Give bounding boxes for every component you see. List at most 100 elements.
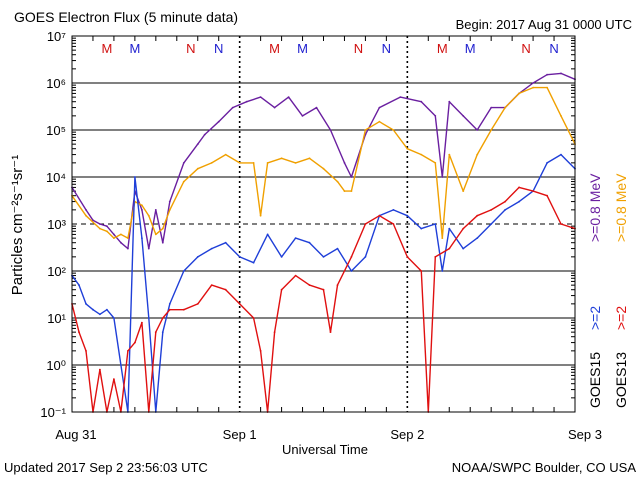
series-point [329,129,332,131]
series-point [141,204,143,207]
series-point [120,364,122,366]
series-point [182,180,185,183]
series-point [434,115,437,117]
series-point [134,341,136,344]
series-point [420,100,423,103]
series-point [217,120,220,123]
series-point [141,321,143,324]
series-point [106,225,108,228]
series-point [560,115,562,117]
marker-label: N [214,41,223,56]
series-point [294,237,297,240]
series-point [560,72,562,75]
series-point [106,230,108,233]
series-point [441,176,444,178]
series-point [210,247,213,250]
series-point [113,237,115,240]
legend-satellite: GOES13 [613,352,629,408]
series-point [476,129,479,131]
series-point [532,190,534,193]
series-point [287,96,290,98]
series-point [203,133,206,136]
series-point [168,209,171,211]
series-point [448,227,451,230]
series-point [161,317,164,319]
series-point [392,223,395,225]
series-point [399,96,402,98]
series-point [252,317,255,319]
series-point [392,209,395,211]
series-point [294,162,297,164]
series-point [78,284,80,286]
series-point [462,247,465,250]
series-point [308,157,311,160]
plot-frame [71,35,576,413]
y-tick-label: 10⁰ [46,358,66,373]
series-point [350,256,353,258]
series-point [92,219,94,222]
marker-label: N [382,41,391,56]
series-layer [71,72,576,413]
series-point [476,153,479,156]
series-point [343,162,346,164]
series-point [224,153,227,156]
legend-column: GOES15 >=2 >=0.8 MeV [587,173,603,408]
plot-area [72,36,575,412]
series-point [504,106,506,109]
series-point [518,92,520,95]
series-point [350,190,353,193]
series-point [273,331,276,333]
series-point [99,227,101,230]
series-point [364,129,367,131]
series-point [99,313,101,316]
series-point [259,214,262,217]
series-point [476,237,479,240]
series-point [294,274,297,277]
series-point [490,129,493,131]
series-point [266,233,269,236]
marker-label: M [297,41,308,56]
marker-label: N [354,41,363,56]
series-point [113,317,115,319]
series-line [71,72,576,250]
series-point [518,186,520,189]
series-point [364,256,367,258]
series-point [161,331,164,333]
chart-title: GOES Electron Flux (5 minute data) [14,9,238,25]
series-point [120,241,122,244]
series-point [336,247,339,250]
series-point [490,209,493,211]
series-point [420,227,423,230]
y-tick-label: 10⁶ [46,76,66,91]
series-point [329,331,332,333]
series-point [434,223,437,225]
series-point [420,153,423,156]
series-point [99,223,101,225]
series-point [196,167,199,170]
series-point [259,96,262,98]
legend-2mev: >=2 [613,306,629,330]
series-point [448,247,451,250]
credit: NOAA/SWPC Boulder, CO USA [452,460,637,475]
x-tick-label: Sep 3 [568,427,602,442]
series-point [378,106,381,109]
series-point [504,209,506,211]
series-point [546,194,548,197]
series-point [78,331,80,333]
series-point [154,209,157,211]
series-point [280,157,283,160]
y-tick-label: 10² [47,264,66,279]
x-tick-label: Sep 1 [223,427,257,442]
series-point [546,162,548,164]
series-point [441,237,444,240]
series-point [350,176,353,178]
series-point [210,284,213,286]
series-point [196,143,199,146]
series-point [113,233,115,236]
series-point [147,214,150,217]
x-axis-label: Universal Time [282,442,368,457]
marker-label: M [129,41,140,56]
series-point [127,247,129,250]
